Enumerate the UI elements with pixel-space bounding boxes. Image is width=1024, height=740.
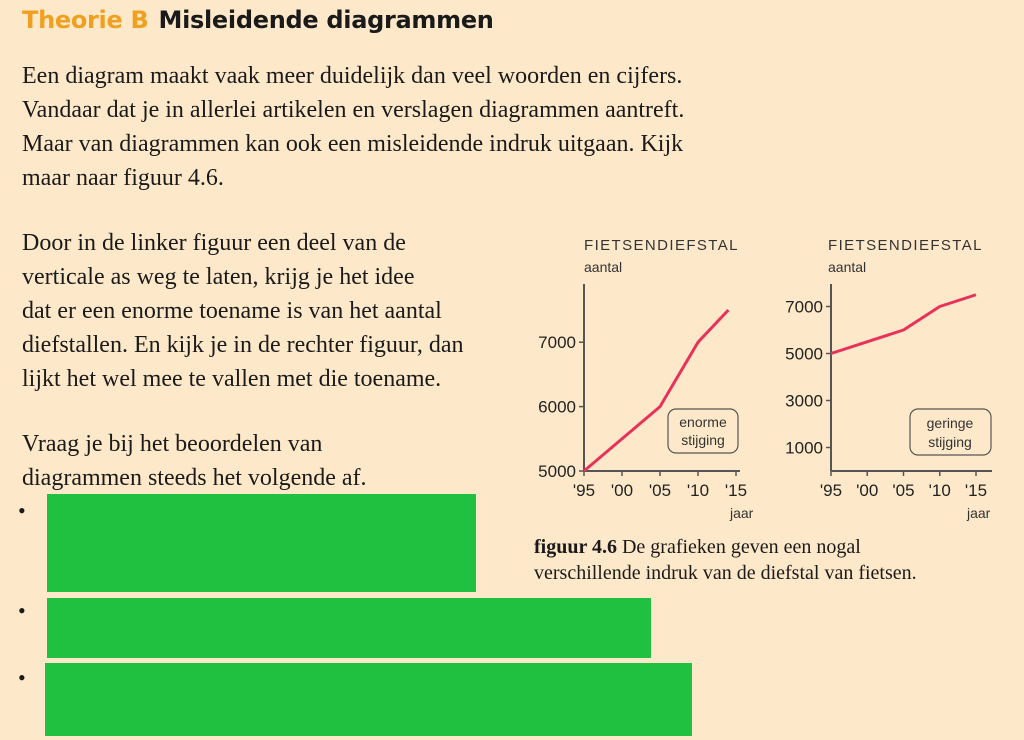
y-tick-label: 3000	[785, 392, 823, 411]
explanation-line: dat er een enorme toename is van het aan…	[22, 298, 442, 324]
x-tick-label: '10	[687, 481, 709, 500]
x-tick-label: '15	[725, 481, 747, 500]
redaction-block	[47, 494, 476, 592]
y-tick-label: 6000	[538, 398, 576, 417]
x-tick-label: '95	[820, 481, 842, 500]
y-axis-label: aantal	[584, 259, 622, 275]
x-axis-label: jaar	[966, 505, 991, 521]
chart-left: FIETSENDIEFSTAL aantal jaar 5000 6000 7000…	[538, 237, 754, 521]
caption-text: verschillende indruk van de diefstal van…	[534, 562, 917, 584]
section-title: Misleidende diagrammen	[158, 6, 494, 34]
explanation-line: Door in de linker figuur een deel van de	[22, 230, 406, 256]
chart-right: FIETSENDIEFSTAL aantal jaar 1000 3000 5000…	[785, 237, 992, 521]
x-axis-label: jaar	[729, 505, 754, 521]
intro-paragraph: Een diagram maakt vaak meer duidelijk da…	[22, 59, 684, 195]
y-tick-label: 5000	[538, 462, 576, 481]
bullet-point: •	[18, 498, 26, 523]
x-tick-label: '95	[573, 481, 595, 500]
annotation-text: geringe	[927, 415, 974, 431]
question-line: diagrammen steeds het volgende af.	[22, 465, 367, 491]
intro-line: Vandaar dat je in allerlei artikelen en …	[22, 97, 685, 123]
redaction-block	[45, 663, 692, 736]
series-line	[583, 308, 730, 473]
explanation-line: diefstallen. En kijk je in de rechter fi…	[22, 332, 464, 358]
chart-title: FIETSENDIEFSTAL	[584, 237, 739, 254]
x-tick-label: '10	[929, 481, 951, 500]
x-tick-label: '05	[892, 481, 914, 500]
question-line: Vraag je bij het beoordelen van	[22, 431, 323, 457]
y-axis-label: aantal	[828, 259, 866, 275]
explanation-line: lijkt het wel mee te vallen met die toen…	[22, 366, 442, 392]
caption-label: figuur 4.6	[534, 536, 617, 558]
annotation-text: stijging	[928, 434, 972, 450]
redaction-block	[47, 598, 651, 658]
figure-caption: figuur 4.6 De grafieken geven een nogal …	[534, 534, 917, 586]
annotation-text: stijging	[681, 432, 725, 448]
x-tick-label: '05	[649, 481, 671, 500]
y-tick-label: 7000	[538, 333, 576, 352]
x-tick-label: '15	[965, 481, 987, 500]
bullet-point: •	[18, 665, 26, 690]
y-tick-label: 5000	[785, 345, 823, 364]
annotation-box	[909, 408, 992, 456]
series-line	[830, 293, 977, 355]
y-tick-label: 1000	[785, 439, 823, 458]
chart-title: FIETSENDIEFSTAL	[828, 237, 983, 254]
explanation-line: verticale as weg te laten, krijg je het …	[22, 264, 415, 290]
intro-line: Een diagram maakt vaak meer duidelijk da…	[22, 63, 683, 89]
x-tick-label: '00	[611, 481, 633, 500]
annotation-text: enorme	[679, 414, 727, 430]
intro-line: maar naar figuur 4.6.	[22, 165, 224, 191]
section-kicker: Theorie B	[22, 6, 149, 34]
question-paragraph: Vraag je bij het beoordelen van diagramm…	[22, 427, 367, 495]
x-tick-label: '00	[856, 481, 878, 500]
explanation-paragraph: Door in de linker figuur een deel van de…	[22, 226, 464, 396]
annotation-box	[667, 408, 739, 454]
bullet-point: •	[18, 598, 26, 623]
section-heading: Theorie B Misleidende diagrammen	[22, 6, 494, 34]
caption-text: De grafieken geven een nogal	[616, 536, 861, 558]
y-tick-label: 7000	[785, 298, 823, 317]
intro-line: Maar van diagrammen kan ook een misleide…	[22, 131, 684, 157]
